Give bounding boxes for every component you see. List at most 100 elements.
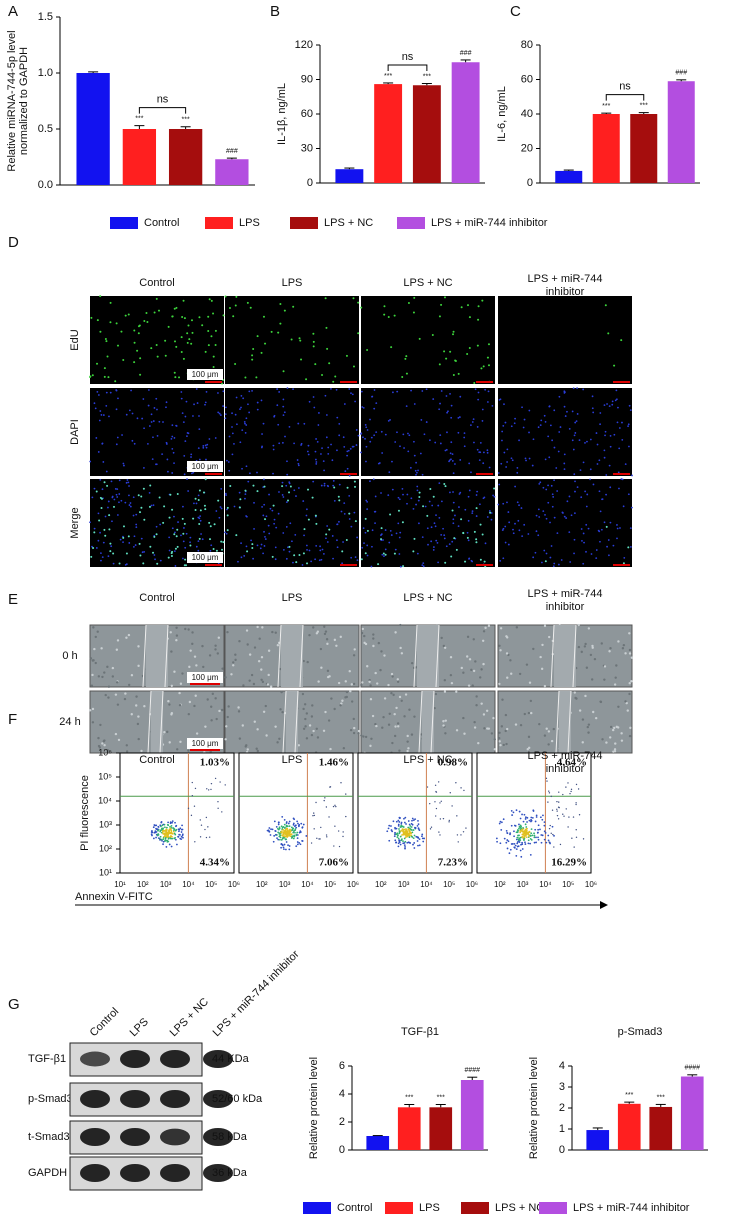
edu-cell [345, 538, 348, 541]
nucleus [476, 448, 479, 451]
nucleus [599, 412, 602, 414]
cell [586, 725, 589, 729]
nucleus [563, 462, 566, 465]
legend-swatch [397, 217, 425, 229]
nucleus [573, 473, 576, 476]
cell [237, 710, 241, 713]
cell [406, 740, 409, 743]
event [283, 843, 286, 846]
event [284, 829, 286, 832]
nucleus [454, 514, 456, 517]
edu-cell [185, 564, 188, 567]
cell [257, 660, 261, 663]
nucleus [263, 545, 266, 547]
event [400, 825, 403, 828]
nucleus [147, 442, 149, 445]
nucleus [479, 451, 482, 454]
nucleus [516, 471, 519, 474]
nucleus [244, 493, 247, 496]
event [519, 849, 522, 852]
nucleus [128, 409, 131, 412]
nucleus [585, 523, 588, 526]
event [301, 826, 304, 829]
nucleus [336, 546, 339, 549]
nucleus [343, 502, 346, 505]
scale-box [187, 369, 223, 380]
nucleus [435, 514, 437, 517]
edu-cell [220, 540, 223, 543]
event [570, 790, 572, 793]
band [120, 1128, 150, 1146]
event [582, 838, 585, 840]
nucleus [273, 522, 276, 525]
nucleus [559, 426, 562, 428]
event [313, 812, 315, 814]
cell [630, 680, 633, 683]
nucleus [584, 490, 587, 493]
nucleus [315, 438, 317, 440]
event [544, 832, 547, 834]
nucleus [586, 440, 588, 443]
scale-box [187, 672, 223, 683]
event [543, 838, 546, 841]
cell [312, 729, 315, 733]
nucleus [574, 421, 577, 424]
nucleus [510, 425, 513, 428]
event [421, 837, 424, 840]
cell [339, 704, 342, 707]
nucleus [523, 418, 526, 421]
cell [94, 635, 97, 639]
nucleus [387, 419, 390, 422]
nucleus [264, 535, 266, 538]
nucleus [123, 464, 125, 467]
event [404, 847, 406, 850]
cell [472, 638, 475, 641]
edu-cell [149, 545, 152, 548]
nucleus [184, 415, 187, 418]
cell [611, 728, 615, 732]
event [397, 819, 400, 822]
nucleus [346, 454, 349, 457]
edu-cell [224, 295, 227, 298]
event [556, 808, 558, 810]
nucleus [197, 494, 200, 497]
nucleus [102, 414, 105, 416]
edu-cell [281, 485, 284, 488]
nucleus [448, 459, 451, 462]
nucleus [552, 565, 555, 568]
nucleus [307, 453, 310, 456]
flow-x-tick-label: 10⁵ [443, 880, 455, 889]
nucleus [185, 532, 188, 535]
nucleus [274, 558, 277, 561]
cell [614, 742, 617, 745]
flow-x-tick-label: 10² [256, 880, 268, 889]
nucleus [467, 495, 470, 498]
event [294, 824, 297, 827]
nucleus [623, 556, 626, 559]
nucleus [115, 389, 118, 391]
cell [189, 649, 192, 652]
nucleus [503, 451, 506, 454]
cell [406, 749, 409, 753]
flow-x-tick-label: 10⁵ [205, 880, 217, 889]
event [417, 844, 419, 847]
cell [265, 734, 268, 737]
nucleus [225, 406, 227, 409]
event [513, 830, 515, 833]
nucleus [500, 462, 503, 465]
cell [102, 740, 106, 743]
nucleus [622, 505, 625, 508]
nucleus [370, 565, 373, 568]
edu-cell [155, 297, 158, 300]
bracket [605, 94, 645, 101]
event [546, 780, 548, 782]
nucleus [331, 459, 334, 462]
cell [539, 655, 542, 659]
cell [484, 626, 487, 630]
nucleus [378, 462, 381, 464]
cell [443, 678, 447, 682]
event [547, 801, 549, 803]
event [288, 845, 291, 847]
event [521, 843, 524, 846]
edu-cell [199, 509, 202, 512]
